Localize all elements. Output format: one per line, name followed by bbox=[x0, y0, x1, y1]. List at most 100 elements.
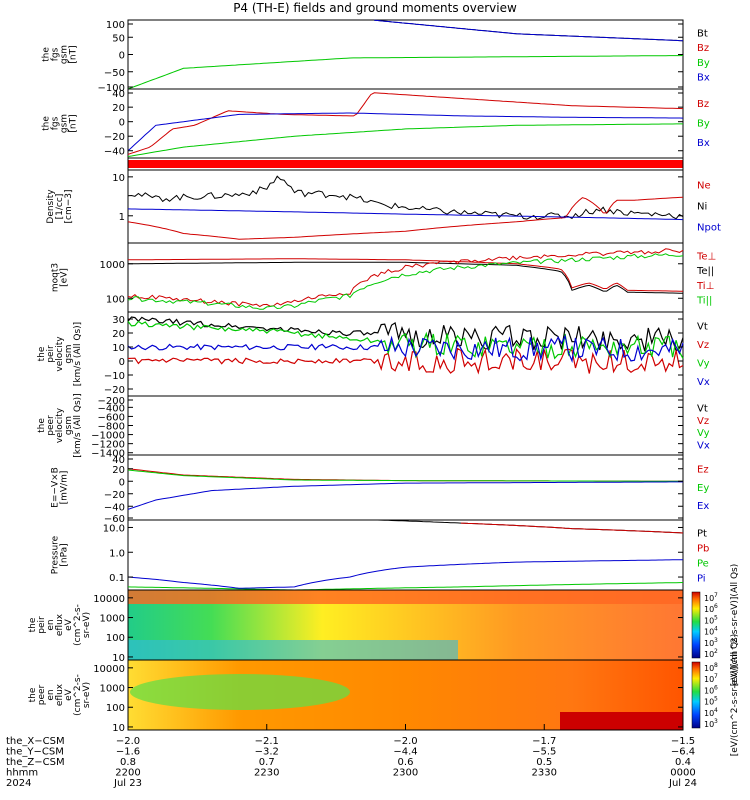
colorbar bbox=[691, 591, 701, 659]
legend-entry: Ti⊥ bbox=[696, 281, 714, 292]
colorbar-label: [eV/(cm^2-s-sr-eV)](All Qs) bbox=[730, 564, 740, 687]
panel-frame bbox=[127, 169, 684, 244]
colorbar-tick-exponent: 5 bbox=[714, 696, 718, 703]
x-row-label: hhmm bbox=[6, 768, 38, 779]
series-line-by bbox=[127, 55, 684, 90]
y-tick-label: −800 bbox=[98, 422, 125, 433]
legend-entry: Vz bbox=[697, 416, 709, 427]
y-tick-label: 0 bbox=[119, 118, 125, 129]
y-tick-label: −400 bbox=[98, 403, 125, 414]
series-line-bz bbox=[127, 92, 684, 155]
y-axis-label: E=−V×B bbox=[51, 467, 61, 508]
panel-1: Bz By Bx 40 20 0 −20 −40 the fgs gsm [nT] bbox=[42, 88, 710, 159]
y-axis-label: fgs bbox=[51, 116, 61, 130]
colorbar-tick-label: 10 bbox=[704, 686, 714, 695]
y-tick-label: 0 bbox=[119, 477, 125, 488]
y-axis-label: peer bbox=[37, 684, 47, 705]
y-axis-label: the bbox=[37, 346, 47, 361]
y-tick-label: −20 bbox=[104, 132, 125, 143]
legend-entry: Vt bbox=[697, 404, 708, 415]
y-tick-label: 1000 bbox=[100, 260, 125, 271]
series-line-ne bbox=[127, 196, 684, 240]
y-axis-label: [km/s (All Qs)] bbox=[73, 322, 83, 386]
colorbar-tick-exponent: 6 bbox=[714, 603, 718, 610]
series-line-pb bbox=[460, 522, 684, 534]
x-row-value: 2230 bbox=[254, 768, 279, 779]
y-axis-label: (cm^2-s- bbox=[73, 604, 83, 646]
colorbar-tick-label: 10 bbox=[704, 594, 714, 603]
y-tick-label: −1400 bbox=[91, 449, 125, 460]
x-row-value: 0.4 bbox=[675, 757, 691, 768]
legend-entry: Bt bbox=[697, 28, 708, 39]
legend-entry: Pb bbox=[697, 544, 709, 555]
y-tick-label: 30 bbox=[112, 315, 125, 326]
x-row-label: the_Z−CSM bbox=[6, 757, 65, 768]
y-tick-label: 0 bbox=[119, 357, 125, 368]
colorbar-tick-label: 10 bbox=[704, 720, 714, 729]
x-row-value: 2330 bbox=[532, 768, 557, 779]
y-axis-label: eV bbox=[64, 688, 74, 701]
colorbar-tick-exponent: 6 bbox=[714, 684, 718, 691]
y-tick-label: 1000 bbox=[100, 684, 125, 695]
x-row-value: −1.7 bbox=[532, 736, 556, 747]
x-row-value: −1.6 bbox=[116, 747, 140, 758]
y-axis-label: eflux bbox=[55, 613, 65, 636]
colorbar-tick-label: 10 bbox=[704, 675, 714, 684]
series-line-bx bbox=[127, 112, 684, 152]
panel-frame bbox=[127, 454, 684, 521]
y-axis-label: Pressure bbox=[51, 535, 61, 574]
legend-entry: Te|| bbox=[696, 266, 714, 277]
y-tick-label: 10 bbox=[112, 173, 125, 184]
y-axis-label: the bbox=[37, 418, 47, 433]
y-tick-label: 20 bbox=[112, 103, 125, 114]
panel-8: Pt Pb Pe Pi 10.0 1.0 0.1 Pressure [nPa] bbox=[51, 519, 709, 591]
colorbar-tick-exponent: 7 bbox=[714, 673, 718, 680]
y-tick-label: 100 bbox=[106, 20, 125, 31]
y-tick-label: 1000 bbox=[100, 614, 125, 625]
x-row-value: −4.4 bbox=[393, 747, 417, 758]
series-line-ni bbox=[127, 175, 684, 220]
y-tick-label: 20 bbox=[112, 465, 125, 476]
y-tick-label: −600 bbox=[98, 412, 125, 423]
colorbar-tick-label: 10 bbox=[704, 616, 714, 625]
panel-3: Ne Ni Npot 10 1 Density [1/cc] [cm−3] bbox=[46, 169, 721, 244]
series-line-npot bbox=[127, 208, 684, 221]
heatmap-green-band bbox=[130, 674, 350, 710]
series-line-vx bbox=[127, 334, 684, 363]
y-tick-label: 40 bbox=[112, 89, 125, 100]
y-tick-label: 10 bbox=[112, 653, 125, 664]
series-line-pe bbox=[127, 582, 684, 591]
y-tick-label: −1200 bbox=[91, 440, 125, 451]
legend-entry: Ez bbox=[697, 465, 709, 476]
y-tick-label: −100 bbox=[98, 83, 125, 94]
legend-entry: Vy bbox=[697, 428, 710, 439]
y-tick-label: −20 bbox=[104, 490, 125, 501]
colorbar-tick-exponent: 3 bbox=[714, 718, 718, 725]
colorbar-tick-exponent: 8 bbox=[714, 662, 718, 669]
x-row-label: 2024 bbox=[6, 778, 31, 789]
y-tick-label: 0 bbox=[119, 51, 125, 62]
y-tick-label: −10 bbox=[104, 371, 125, 382]
y-tick-label: 100 bbox=[106, 294, 125, 305]
colorbar-tick-label: 10 bbox=[704, 709, 714, 718]
y-axis-label: moqt3 bbox=[51, 263, 61, 292]
colorbar-tick-exponent: 3 bbox=[714, 637, 718, 644]
y-axis-label: the bbox=[42, 47, 52, 62]
y-axis-label: gsm bbox=[60, 45, 70, 64]
y-tick-label: 10 bbox=[112, 723, 125, 734]
panel-5: Vt Vz Vy Vx 30 20 10 0 −10 −20 the peir velocity gsm[… bbox=[37, 311, 710, 397]
colorbar-tick-exponent: 5 bbox=[714, 614, 718, 621]
colorbar-tick-label: 10 bbox=[704, 650, 714, 659]
x-row-value: 2200 bbox=[115, 768, 140, 779]
y-axis-label: [cm−3] bbox=[64, 189, 74, 223]
series-line-ti bbox=[127, 253, 684, 310]
x-axis-labels: the_X−CSM −2.0 −2.1 −2.0 −1.7 −1.5 the_Y−CSM −1… bbox=[6, 724, 697, 789]
y-axis-label: eV bbox=[64, 618, 74, 631]
y-tick-label: −20 bbox=[104, 385, 125, 396]
series-line-ex bbox=[127, 481, 683, 510]
legend-entry: Ni bbox=[697, 201, 707, 212]
series-line-bx bbox=[374, 19, 684, 42]
y-axis-label: fgs bbox=[51, 47, 61, 61]
